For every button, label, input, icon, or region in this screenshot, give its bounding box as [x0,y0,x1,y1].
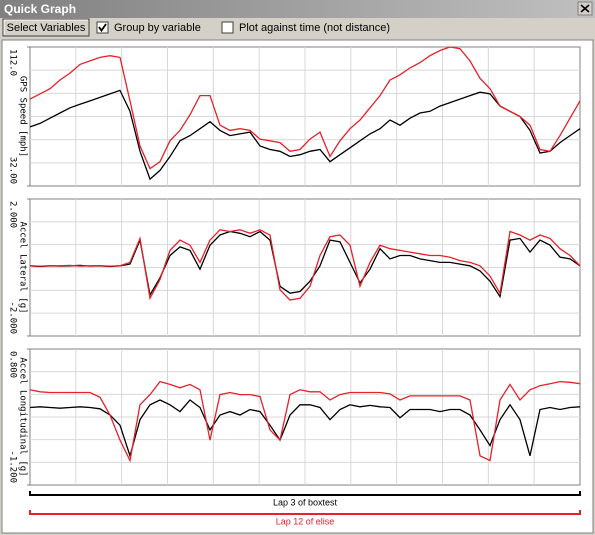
checkbox[interactable]: Group by variable [96,21,201,34]
check-mark [98,23,107,33]
window-title: Quick Graph [4,2,76,16]
data-line [29,89,581,181]
y-tick-label: -2.000 [8,301,18,334]
data-line [29,380,581,463]
checkbox-label: Group by variable [114,22,201,34]
lap-label: Lap 12 of elise [276,516,335,526]
y-tick-label: 0.800 [8,351,18,378]
chart-panel: 0.800 -1.200 Accel Longitudinal [g] [8,348,581,486]
y-axis-label: Accel Lateral [g] [18,221,28,313]
close-button[interactable] [577,1,593,16]
y-axis-label: GPS Speed [mph] [18,76,28,157]
lap-bar [29,510,581,515]
lap-legend: Lap 12 of elise [29,510,581,526]
checkbox-label: Plot against time (not distance) [239,22,390,34]
lap-legend: Lap 3 of boxtest [29,491,581,507]
checkbox[interactable]: Plot against time (not distance) [221,21,390,34]
y-tick-label: 2.000 [8,201,18,228]
data-line [29,229,581,301]
data-line [29,46,581,170]
checkbox-box[interactable] [221,21,234,34]
lap-label: Lap 3 of boxtest [273,497,338,507]
y-axis-label: Accel Longitudinal [g] [18,357,28,476]
title-bar [0,0,595,18]
y-tick-label: 32.00 [8,157,18,184]
lap-bar [29,491,581,496]
y-tick-label: -1.200 [8,450,18,483]
data-line [29,399,581,459]
select-variables-button[interactable]: Select Variables [2,18,90,37]
button-label: Select Variables [7,22,86,34]
y-tick-label: 112.0 [8,49,18,76]
